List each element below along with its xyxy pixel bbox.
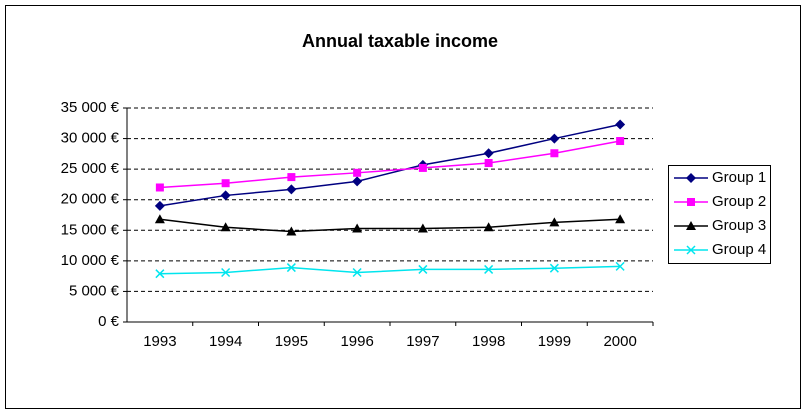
marker [155,269,165,279]
x-tick-label: 1998 [472,333,505,350]
x-tick-label: 1993 [143,333,176,350]
marker [352,267,362,278]
x-tick-label: 1994 [209,333,242,350]
y-tick-label: 10 000 € [61,252,120,269]
marker [417,223,428,233]
marker [483,148,494,159]
chart-title: Annual taxable income [302,31,498,51]
marker [615,119,626,130]
x-tick-label: 1999 [538,333,571,350]
y-tick-label: 5 000 € [69,282,120,299]
x-tick-label: 1995 [275,333,308,350]
y-tick-label: 25 000 € [61,160,120,177]
marker [484,264,494,274]
marker [549,217,560,227]
legend-box [668,165,771,264]
marker [154,214,165,224]
y-tick-label: 20 000 € [61,191,120,208]
legend-label: Group 1 [712,169,766,186]
marker [220,222,231,232]
marker [484,159,493,168]
y-tick-label: 30 000 € [61,130,120,147]
marker [686,221,696,230]
marker [615,261,625,271]
x-tick-label: 1996 [340,333,373,350]
marker [686,245,696,255]
marker [550,149,559,158]
marker [286,184,297,195]
marker [615,214,626,224]
marker [286,226,297,236]
x-tick-label: 1997 [406,333,439,350]
marker [686,173,696,183]
series-line [159,265,621,275]
marker [352,176,363,187]
marker [616,137,625,146]
marker [353,168,362,177]
marker [220,190,231,201]
marker [221,267,231,278]
marker [418,264,428,274]
legend-label: Group 3 [712,217,766,234]
series-line [159,123,621,207]
y-tick-label: 15 000 € [61,221,120,238]
marker [221,179,230,188]
legend-label: Group 4 [712,241,766,258]
marker [418,163,427,172]
y-tick-label: 35 000 € [61,99,120,116]
y-tick-label: 0 € [98,313,120,330]
marker [155,183,164,192]
marker [352,223,363,233]
marker [687,198,695,206]
series-line [159,140,621,189]
legend-label: Group 2 [712,193,766,210]
marker [549,133,560,144]
marker [287,173,296,182]
series-line [159,218,621,233]
x-tick-label: 2000 [603,333,636,350]
marker [483,222,494,232]
marker [154,200,165,211]
marker [286,263,296,273]
marker [549,263,559,273]
